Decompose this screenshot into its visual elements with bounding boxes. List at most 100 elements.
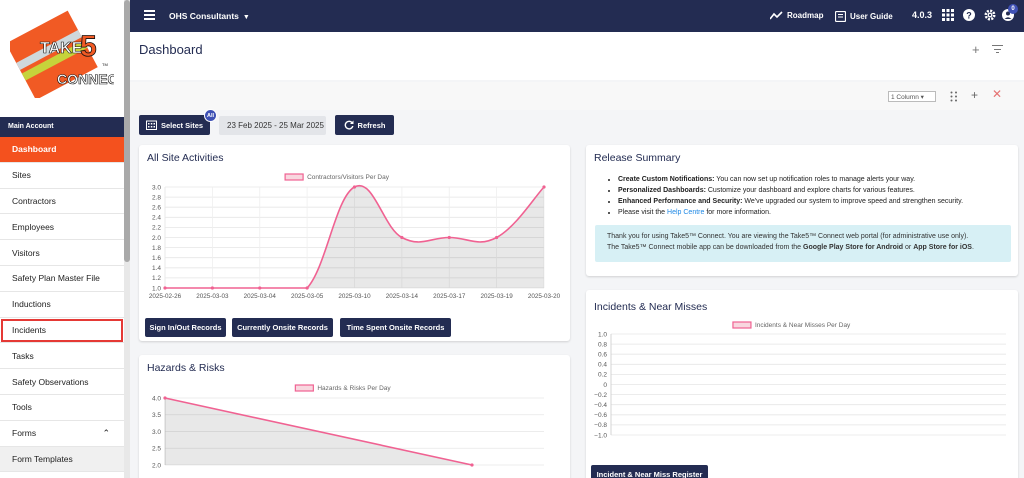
user-guide-link[interactable]: User Guide xyxy=(835,11,893,22)
date-range-input[interactable]: 23 Feb 2025 - 25 Mar 2025 xyxy=(219,116,326,135)
select-sites-label: Select Sites xyxy=(160,120,204,130)
drag-handle-icon[interactable] xyxy=(950,91,958,102)
org-name: OHS Consultants xyxy=(169,11,239,21)
incidents-title: Incidents & Near Misses xyxy=(594,301,708,313)
release-item-text: We've upgraded our system to improve spe… xyxy=(742,198,964,205)
data-point xyxy=(470,463,474,467)
release-item-text: Customize your dashboard and explore cha… xyxy=(705,187,915,194)
x-tick-label: 2025-03-10 xyxy=(338,293,371,300)
release-item: Enhanced Performance and Security: We've… xyxy=(618,196,963,207)
select-sites-button[interactable]: Select Sites xyxy=(139,115,210,135)
column-layout-select[interactable]: 1 Column ▾ xyxy=(888,91,936,102)
y-tick-label: 0.8 xyxy=(598,341,607,348)
refresh-button[interactable]: Refresh xyxy=(335,115,394,135)
sidebar-item-label: Contractors xyxy=(12,195,56,206)
close-icon[interactable]: ✕ xyxy=(992,87,1003,101)
x-tick-label: 2025-03-14 xyxy=(386,293,419,300)
help-centre-link[interactable]: Help Centre xyxy=(667,209,705,216)
site-activities-chart: Contractors/Visitors Per Day 3.0 2.8 2.6 2.4… xyxy=(149,173,561,300)
sidebar-item-safety-plan-master-file[interactable]: Safety Plan Master File xyxy=(0,266,124,292)
x-tick-label: 2025-03-20 xyxy=(528,293,561,300)
sidebar-section-header: Main Account xyxy=(0,117,124,137)
sidebar-item-label: Form Templates xyxy=(12,453,73,464)
all-sites-badge: All xyxy=(204,109,217,122)
y-tick-label: 0 xyxy=(603,382,607,389)
sidebar-item-tools[interactable]: Tools xyxy=(0,395,124,421)
sidebar-item-safety-observations[interactable]: Safety Observations xyxy=(0,369,124,395)
data-point xyxy=(258,286,262,290)
time-spent-onsite-records-button[interactable]: Time Spent Onsite Records xyxy=(340,318,451,337)
sign-in-out-records-button[interactable]: Sign In/Out Records xyxy=(145,318,226,337)
y-tick-label: 3.0 xyxy=(152,429,161,436)
org-selector[interactable]: OHS Consultants ▼ xyxy=(169,11,250,21)
x-tick-label: 2025-03-05 xyxy=(291,293,324,300)
y-tick-label: 3.5 xyxy=(152,412,161,419)
hazards-chart: Hazards & Risks Per Day 4.0 3.5 3.0 2.5 2.0 xyxy=(152,384,544,469)
y-tick-label: −1.0 xyxy=(594,432,607,439)
y-tick-label: 0.2 xyxy=(598,372,607,379)
chevron-down-icon: ▼ xyxy=(242,14,250,21)
app-store-text: App Store for iOS xyxy=(913,244,972,251)
x-tick-label: 2025-03-03 xyxy=(196,293,229,300)
add-widget-icon[interactable]: + xyxy=(971,88,979,102)
y-tick-label: 2.5 xyxy=(152,446,161,453)
info-line-1: Thank you for using Take5™ Connect. You … xyxy=(607,233,969,240)
sidebar-item-label: Visitors xyxy=(12,247,40,258)
gear-icon[interactable] xyxy=(984,9,996,21)
release-summary-title: Release Summary xyxy=(594,152,681,164)
y-tick-label: −0.6 xyxy=(594,412,607,419)
incidents-chart: Incidents & Near Misses Per Day 1.0 0.8 0.6… xyxy=(594,321,1006,439)
sidebar-item-dashboard[interactable]: Dashboard xyxy=(0,137,124,163)
x-tick-label: 2025-03-04 xyxy=(244,293,277,300)
notification-badge: 0 xyxy=(1008,4,1018,14)
menu-icon[interactable] xyxy=(144,10,155,20)
release-summary-card: Release Summary Create Custom Notificati… xyxy=(586,145,1018,276)
x-tick-label: 2025-03-19 xyxy=(481,293,514,300)
sidebar-item-label: Sites xyxy=(12,170,31,181)
sidebar-item-tasks[interactable]: Tasks xyxy=(0,343,124,370)
scrollbar-thumb[interactable] xyxy=(124,0,130,262)
sidebar-item-inductions[interactable]: Inductions xyxy=(0,292,124,318)
sidebar-nav: Dashboard Sites Contractors Employees Visito… xyxy=(0,137,124,473)
sidebar-item-form-templates[interactable]: Form Templates xyxy=(0,446,124,473)
sidebar-item-label: Employees xyxy=(12,221,55,232)
sidebar-item-label: Safety Plan Master File xyxy=(12,273,100,284)
sidebar-item-forms[interactable]: Forms ⌃ xyxy=(0,421,124,447)
y-tick-label: 2.8 xyxy=(152,194,161,201)
layout-toolbar: 1 Column ▾ + ✕ xyxy=(130,82,1024,110)
add-icon[interactable]: + xyxy=(972,42,980,57)
logo-tm: TM xyxy=(102,62,108,67)
roadmap-label: Roadmap xyxy=(787,11,824,20)
help-text: Please visit the xyxy=(618,209,668,216)
y-tick-label: 4.0 xyxy=(152,395,161,402)
release-item-text: You can now set up notification roles to… xyxy=(714,176,916,183)
sidebar-item-incidents[interactable]: Incidents xyxy=(0,318,124,344)
release-item: Please visit the Help Centre for more in… xyxy=(618,207,963,218)
series-area xyxy=(165,185,544,288)
apps-grid-icon[interactable] xyxy=(942,9,954,21)
logo-word-take: TAKE xyxy=(40,40,83,57)
sidebar-scrollbar[interactable] xyxy=(124,0,130,478)
roadmap-link[interactable]: Roadmap xyxy=(770,11,823,20)
sidebar-item-visitors[interactable]: Visitors xyxy=(0,240,124,266)
sidebar-item-contractors[interactable]: Contractors xyxy=(0,189,124,215)
release-item-heading: Enhanced Performance and Security: xyxy=(618,198,743,205)
currently-onsite-records-button[interactable]: Currently Onsite Records xyxy=(232,318,333,337)
release-item: Personalized Dashboards: Customize your … xyxy=(618,185,963,196)
series-line xyxy=(164,397,473,466)
sidebar-item-employees[interactable]: Employees xyxy=(0,214,124,241)
release-item-heading: Create Custom Notifications: xyxy=(618,176,715,183)
y-tick-label: 1.0 xyxy=(152,285,161,292)
incident-register-button[interactable]: Incident & Near Miss Register xyxy=(591,465,708,478)
chevron-up-icon[interactable]: ⌃ xyxy=(102,427,110,438)
sidebar-item-sites[interactable]: Sites xyxy=(0,163,124,189)
filter-icon[interactable] xyxy=(992,45,1003,54)
y-tick-label: 2.2 xyxy=(152,225,161,232)
x-tick-label: 2025-03-17 xyxy=(433,293,466,300)
column-layout-value: 1 Column xyxy=(891,94,919,101)
sidebar-item-label: Incidents xyxy=(12,324,47,335)
sidebar-item-label: Inductions xyxy=(12,299,51,310)
help-text-end: for more information. xyxy=(704,209,771,216)
page-title: Dashboard xyxy=(139,42,203,57)
help-icon[interactable]: ? xyxy=(963,9,975,21)
